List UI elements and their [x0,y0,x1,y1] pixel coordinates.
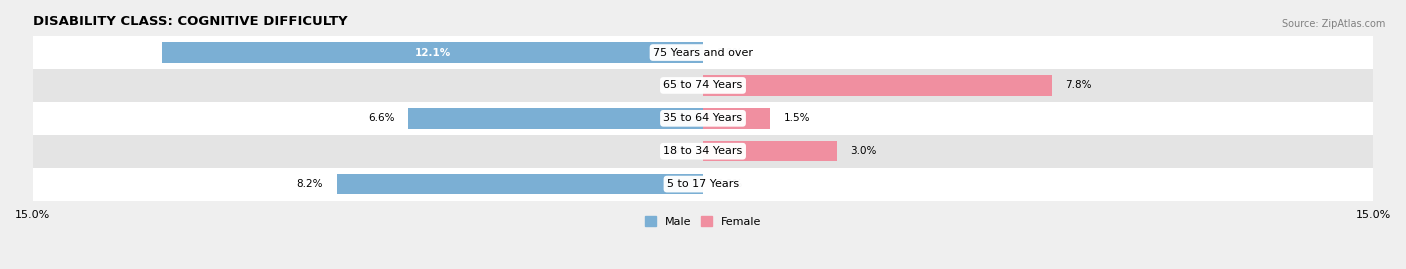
Bar [32,69,1374,102]
Text: 0.0%: 0.0% [664,80,689,90]
Text: 5 to 17 Years: 5 to 17 Years [666,179,740,189]
Bar [408,108,703,129]
Text: 1.5%: 1.5% [783,113,810,123]
Bar [336,174,703,194]
Text: 12.1%: 12.1% [415,48,451,58]
Text: 18 to 34 Years: 18 to 34 Years [664,146,742,156]
Text: 75 Years and over: 75 Years and over [652,48,754,58]
Text: 7.8%: 7.8% [1064,80,1091,90]
Text: Source: ZipAtlas.com: Source: ZipAtlas.com [1281,19,1385,29]
Bar [32,168,1374,200]
Bar [32,135,1374,168]
Text: 3.0%: 3.0% [851,146,877,156]
Legend: Male, Female: Male, Female [641,211,765,231]
Text: 0.0%: 0.0% [664,146,689,156]
Text: 0.0%: 0.0% [717,48,742,58]
Bar [703,141,837,161]
Text: 6.6%: 6.6% [368,113,395,123]
Text: 0.0%: 0.0% [717,179,742,189]
Bar [32,102,1374,135]
Text: DISABILITY CLASS: COGNITIVE DIFFICULTY: DISABILITY CLASS: COGNITIVE DIFFICULTY [32,15,347,28]
Text: 8.2%: 8.2% [297,179,323,189]
Bar [162,42,703,63]
Bar [32,36,1374,69]
Bar [703,108,770,129]
Bar [703,75,1052,96]
Text: 35 to 64 Years: 35 to 64 Years [664,113,742,123]
Text: 65 to 74 Years: 65 to 74 Years [664,80,742,90]
